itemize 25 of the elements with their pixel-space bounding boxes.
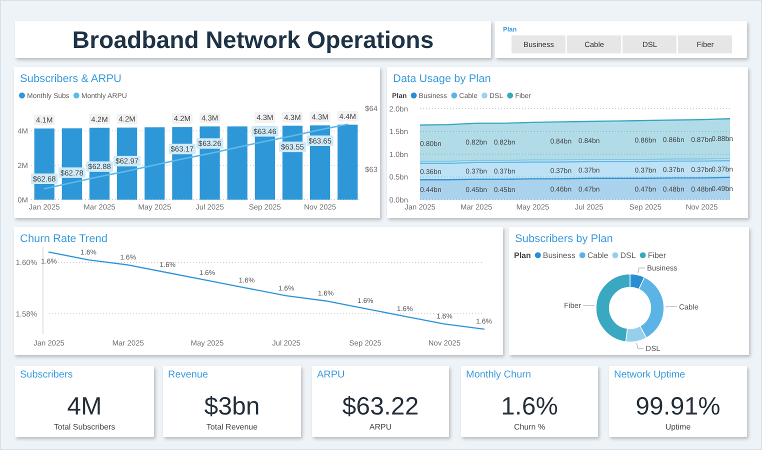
chart-title: Subscribers by Plan	[515, 233, 613, 245]
text: 1.6%	[501, 392, 558, 420]
text: $63.22	[342, 392, 419, 420]
text: Broadband Network Operations	[72, 27, 434, 54]
text: Uptime	[665, 422, 692, 432]
chart-title: Subscribers & ARPU	[20, 73, 122, 85]
legend-label: Business	[542, 251, 576, 260]
text: 99.91%	[636, 392, 720, 420]
chart-title: Churn Rate Trend	[20, 233, 108, 245]
legend-label: Fiber	[648, 251, 666, 260]
legend-label: DSL	[620, 251, 636, 260]
text: $3bn	[204, 392, 260, 420]
text: Monthly Churn	[466, 370, 532, 380]
text: Network Uptime	[614, 370, 686, 380]
chart-title: Data Usage by Plan	[393, 73, 491, 85]
legend-title: Plan	[514, 251, 532, 260]
text: Revenue	[168, 370, 208, 380]
text: Total Revenue	[206, 422, 258, 432]
text: ARPU	[369, 422, 392, 432]
text: ARPU	[317, 370, 345, 380]
text: 4M	[67, 392, 102, 420]
text: Total Subscribers	[54, 422, 116, 432]
text: Subscribers	[20, 370, 73, 380]
legend-label: Cable	[587, 251, 609, 260]
text: Churn %	[514, 422, 546, 432]
